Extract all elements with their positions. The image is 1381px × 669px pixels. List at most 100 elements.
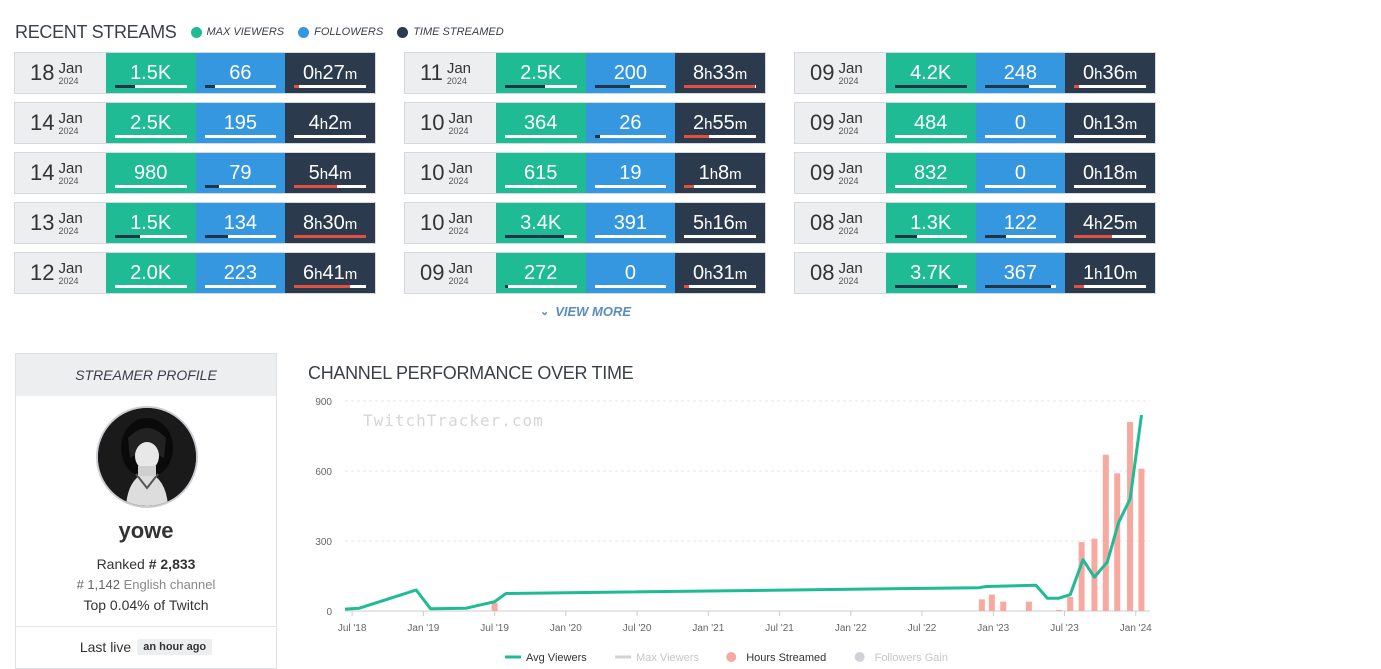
stream-row[interactable]: 18 Jan 2024 1.5K 66 0h27m [14, 52, 376, 94]
stream-row[interactable]: 08 Jan 2024 1.3K 122 4h25m [794, 202, 1156, 244]
hours-streamed-bar [1067, 597, 1074, 611]
stream-year: 2024 [838, 225, 859, 236]
stream-month-year: Jan 2024 [838, 161, 862, 186]
followers-bar [204, 285, 277, 288]
stream-time-streamed: 1h10m [1065, 253, 1155, 293]
max-viewers-bar-fill [894, 235, 918, 238]
stream-followers: 79 [195, 153, 286, 193]
avatar[interactable] [96, 406, 198, 508]
max-viewers-bar [504, 85, 577, 88]
time-value: 8h30m [303, 212, 357, 235]
max-viewers-bar-fill [114, 85, 135, 88]
stream-time-streamed: 0h31m [675, 253, 765, 293]
stream-day: 09 [810, 110, 835, 135]
time-bar [684, 285, 756, 288]
minutes-value: 30 [322, 211, 345, 234]
hours-streamed-bar [1055, 609, 1062, 611]
minutes-unit: m [1124, 115, 1138, 133]
chart-legend-avg-viewers[interactable]: Avg Viewers [505, 652, 587, 664]
hours-value: 2 [693, 111, 705, 134]
stream-row[interactable]: 10 Jan 2024 3.4K 391 5h16m [404, 202, 766, 244]
stream-max-viewers: 3.4K [495, 203, 586, 243]
stream-row[interactable]: 14 Jan 2024 2.5K 195 4h2m [14, 102, 376, 144]
max-viewers-bar-fill [114, 235, 140, 238]
stream-row[interactable]: 08 Jan 2024 3.7K 367 1h10m [794, 252, 1156, 294]
chart-legend-max-viewers[interactable]: Max Viewers [615, 652, 699, 664]
stream-row[interactable]: 09 Jan 2024 484 0 0h13m [794, 102, 1156, 144]
stream-month-year: Jan 2024 [58, 61, 82, 86]
max-viewers-bar-fill [894, 85, 967, 88]
view-more-button[interactable]: ⌄ VIEW MORE [540, 304, 632, 319]
x-tick-label: Jul '18 [338, 623, 367, 634]
stream-max-viewers: 4.2K [885, 53, 976, 93]
max-viewers-bar [114, 285, 187, 288]
followers-value: 200 [613, 61, 648, 84]
followers-bar [984, 235, 1057, 238]
stream-row[interactable]: 09 Jan 2024 4.2K 248 0h36m [794, 52, 1156, 94]
stream-row[interactable]: 12 Jan 2024 2.0K 223 6h41m [14, 252, 376, 294]
stream-followers: 26 [585, 103, 676, 143]
stream-month-year: Jan 2024 [838, 61, 862, 86]
stream-followers: 195 [195, 103, 286, 143]
stream-row[interactable]: 10 Jan 2024 364 26 2h55m [404, 102, 766, 144]
followers-value: 391 [613, 211, 648, 234]
time-bar-fill [1074, 235, 1112, 238]
profile-header: STREAMER PROFILE [16, 354, 276, 396]
legend-dot-icon [726, 652, 737, 662]
minutes-value: 18 [1102, 161, 1125, 184]
rank-text: Ranked # 2,833 [96, 556, 196, 572]
stream-max-viewers: 1.5K [105, 203, 196, 243]
minutes-unit: m [729, 165, 742, 183]
followers-bar [984, 185, 1057, 188]
stream-followers: 0 [975, 103, 1066, 143]
stream-month-year: Jan 2024 [58, 111, 82, 136]
stream-row[interactable]: 09 Jan 2024 832 0 0h18m [794, 152, 1156, 194]
max-viewers-bar [894, 235, 967, 238]
stream-date: 10 Jan 2024 [405, 203, 496, 243]
stream-row[interactable]: 14 Jan 2024 980 79 5h4m [14, 152, 376, 194]
chevron-down-icon: ⌄ [540, 306, 550, 318]
followers-value: 248 [1003, 61, 1038, 84]
followers-value: 134 [223, 211, 258, 234]
stream-month: Jan [838, 109, 863, 127]
legend-dot-icon [298, 26, 310, 38]
max-viewers-bar-fill [504, 235, 564, 238]
stream-max-viewers: 2.5K [495, 53, 586, 93]
max-viewers-bar [504, 135, 577, 138]
time-value: 0h13m [1083, 112, 1137, 135]
hours-value: 0 [1083, 111, 1095, 134]
stream-row[interactable]: 10 Jan 2024 615 19 1h8m [404, 152, 766, 194]
stream-max-viewers: 980 [105, 153, 196, 193]
max-viewers-value: 832 [913, 161, 948, 184]
stream-followers: 223 [195, 253, 286, 293]
stream-year: 2024 [58, 125, 79, 136]
time-bar-fill [684, 185, 694, 188]
avg-viewers-line [344, 414, 1143, 611]
hours-streamed-bar [1138, 468, 1145, 611]
hours-unit: h [704, 215, 713, 233]
legend-max-viewers: MAX VIEWERS [190, 26, 284, 38]
stream-row[interactable]: 11 Jan 2024 2.5K 200 8h33m [404, 52, 766, 94]
last-live-badge: an hour ago [137, 639, 213, 655]
chart-legend-followers-gain[interactable]: Followers Gain [854, 652, 948, 664]
hours-value: 5 [693, 211, 705, 234]
stream-row[interactable]: 09 Jan 2024 272 0 0h31m [404, 252, 766, 294]
hours-unit: h [709, 165, 719, 183]
legend-dot-icon [190, 26, 202, 38]
streamer-profile-card: STREAMER PROFILE yowe Ranked # 2,833 # 1… [15, 353, 277, 669]
chart-legend-hours-streamed[interactable]: Hours Streamed [726, 652, 826, 664]
stream-row[interactable]: 13 Jan 2024 1.5K 134 8h30m [14, 202, 376, 244]
y-tick-label: 0 [326, 607, 332, 618]
stream-year: 2024 [838, 175, 859, 186]
stream-time-streamed: 0h36m [1065, 53, 1155, 93]
stream-date: 08 Jan 2024 [795, 203, 886, 243]
stream-month-year: Jan 2024 [838, 261, 862, 286]
hours-value: 0 [303, 61, 315, 84]
time-bar-fill [684, 135, 709, 138]
stream-followers: 66 [195, 53, 286, 93]
stream-year: 2024 [448, 275, 469, 286]
hours-unit: h [1094, 165, 1103, 183]
time-value: 4h25m [1083, 212, 1137, 235]
stream-day: 09 [810, 160, 835, 185]
time-bar [684, 235, 756, 238]
